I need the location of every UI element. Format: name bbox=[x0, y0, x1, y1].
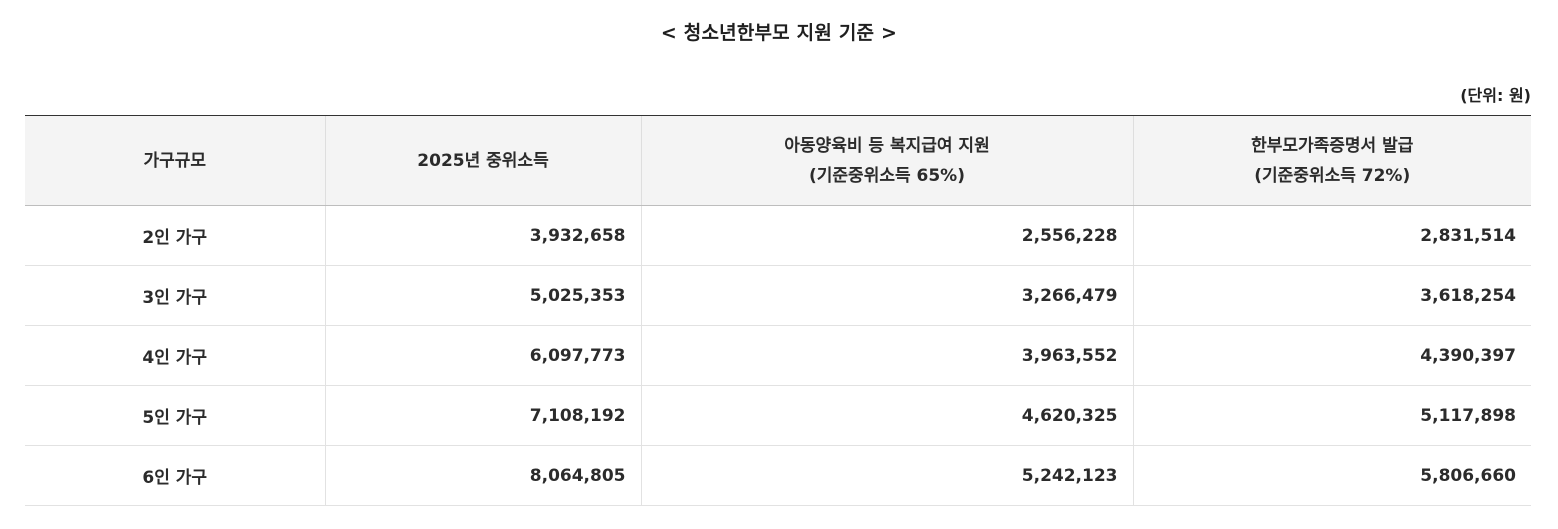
header-household-size-label: 가구규모 bbox=[143, 150, 207, 171]
header-median-income-label: 2025년 중위소득 bbox=[417, 150, 549, 171]
household-size-cell: 6인 가구 bbox=[25, 445, 325, 506]
header-certificate-issue-label: 한부모가족증명서 발급 bbox=[1251, 135, 1414, 156]
certificate-threshold-cell: 5,117,898 bbox=[1132, 385, 1531, 446]
median-income-cell: 7,108,192 bbox=[324, 385, 641, 446]
header-welfare-support-sublabel: (기준중위소득 65%) bbox=[809, 165, 965, 186]
median-income-cell: 3,932,658 bbox=[324, 205, 641, 266]
header-certificate-issue: 한부모가족증명서 발급 (기준중위소득 72%) bbox=[1132, 115, 1531, 206]
header-household-size: 가구규모 bbox=[25, 115, 325, 206]
household-size-cell: 4인 가구 bbox=[25, 325, 325, 386]
page-title: < 청소년한부모 지원 기준 > bbox=[660, 22, 898, 44]
certificate-threshold-cell: 5,806,660 bbox=[1132, 445, 1531, 506]
household-size-cell: 2인 가구 bbox=[25, 205, 325, 266]
median-income-cell: 5,025,353 bbox=[324, 265, 641, 326]
table-row: 2인 가구 3,932,658 2,556,228 2,831,514 bbox=[25, 205, 1531, 266]
header-welfare-support: 아동양육비 등 복지급여 지원 (기준중위소득 65%) bbox=[640, 115, 1133, 206]
table-row: 4인 가구 6,097,773 3,963,552 4,390,397 bbox=[25, 325, 1531, 386]
median-income-cell: 6,097,773 bbox=[324, 325, 641, 386]
certificate-threshold-cell: 3,618,254 bbox=[1132, 265, 1531, 326]
header-median-income: 2025년 중위소득 bbox=[324, 115, 641, 206]
table-row: 6인 가구 8,064,805 5,242,123 5,806,660 bbox=[25, 445, 1531, 506]
welfare-support-cell: 3,266,479 bbox=[640, 265, 1133, 326]
table-header-row: 가구규모 2025년 중위소득 아동양육비 등 복지급여 지원 (기준중위소득 … bbox=[25, 115, 1531, 206]
table-row: 5인 가구 7,108,192 4,620,325 5,117,898 bbox=[25, 385, 1531, 446]
household-size-cell: 5인 가구 bbox=[25, 385, 325, 446]
header-certificate-issue-sublabel: (기준중위소득 72%) bbox=[1254, 165, 1411, 186]
household-size-cell: 3인 가구 bbox=[25, 265, 325, 326]
header-welfare-support-label: 아동양육비 등 복지급여 지원 bbox=[784, 135, 990, 156]
table-row: 3인 가구 5,025,353 3,266,479 3,618,254 bbox=[25, 265, 1531, 326]
certificate-threshold-cell: 2,831,514 bbox=[1132, 205, 1531, 266]
certificate-threshold-cell: 4,390,397 bbox=[1132, 325, 1531, 386]
support-criteria-table: 가구규모 2025년 중위소득 아동양육비 등 복지급여 지원 (기준중위소득 … bbox=[25, 115, 1531, 506]
welfare-support-cell: 5,242,123 bbox=[640, 445, 1133, 506]
welfare-support-cell: 4,620,325 bbox=[640, 385, 1133, 446]
welfare-support-cell: 3,963,552 bbox=[640, 325, 1133, 386]
welfare-support-cell: 2,556,228 bbox=[640, 205, 1133, 266]
unit-label: (단위: 원) bbox=[1460, 86, 1531, 105]
median-income-cell: 8,064,805 bbox=[324, 445, 641, 506]
